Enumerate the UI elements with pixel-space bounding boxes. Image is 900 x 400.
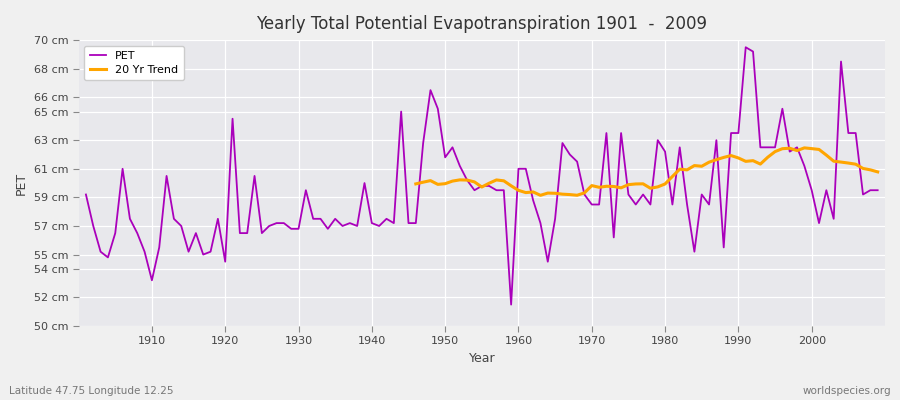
20 Yr Trend [674,167,685,172]
X-axis label: Year: Year [469,352,495,365]
20 Yr Trend [718,155,729,160]
PET [301,188,311,193]
PET [345,221,356,226]
20 Yr Trend [872,170,883,174]
20 Yr Trend [645,186,656,191]
PET [520,166,531,171]
Text: worldspecies.org: worldspecies.org [803,386,891,396]
20 Yr Trend [410,182,421,186]
20 Yr Trend [535,193,545,198]
20 Yr Trend [799,146,810,150]
20 Yr Trend [608,184,619,189]
20 Yr Trend [469,180,480,184]
Title: Yearly Total Potential Evapotranspiration 1901  -  2009: Yearly Total Potential Evapotranspiratio… [256,15,707,33]
PET [513,166,524,171]
20 Yr Trend [711,157,722,162]
Line: 20 Yr Trend: 20 Yr Trend [416,148,878,195]
PET [506,302,517,307]
Text: Latitude 47.75 Longitude 12.25: Latitude 47.75 Longitude 12.25 [9,386,174,396]
Line: PET: PET [86,47,878,304]
PET [608,235,619,240]
Y-axis label: PET: PET [15,172,28,195]
PET [872,188,883,193]
PET [80,192,91,197]
PET [741,45,751,50]
PET [140,249,150,254]
Legend: PET, 20 Yr Trend: PET, 20 Yr Trend [85,46,184,80]
